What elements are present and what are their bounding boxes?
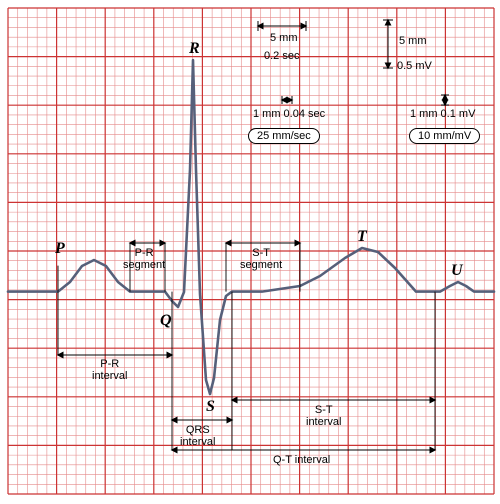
letter-S: S [206, 398, 215, 416]
letter-Q: Q [160, 312, 172, 330]
v-big-mm: 5 mm [399, 35, 427, 47]
qrs-interval-label: QRSinterval [180, 424, 215, 448]
v-big-mv: 0.5 mV [397, 60, 432, 72]
h-big-sec: 0.2 sec [264, 50, 299, 62]
qt-interval-label: Q-T interval [273, 454, 330, 466]
st-interval-label: S-Tinterval [306, 404, 341, 428]
pr-segment-label: P-Rsegment [123, 247, 165, 271]
speed-badge: 25 mm/sec [248, 128, 320, 144]
gain-badge: 10 mm/mV [409, 128, 480, 144]
v-small: 1 mm 0.1 mV [410, 108, 475, 120]
h-small: 1 mm 0.04 sec [253, 108, 325, 120]
letter-P: P [55, 240, 65, 258]
st-segment-label: S-Tsegment [240, 247, 282, 271]
ecg-diagram: 5 mm 0.2 sec 5 mm 0.5 mV 1 mm 0.04 sec 1… [0, 0, 500, 504]
h-big-mm: 5 mm [270, 32, 298, 44]
pr-interval-label: P-Rinterval [92, 358, 127, 382]
letter-R: R [189, 40, 200, 58]
letter-T: T [357, 228, 367, 246]
letter-U: U [451, 262, 463, 280]
